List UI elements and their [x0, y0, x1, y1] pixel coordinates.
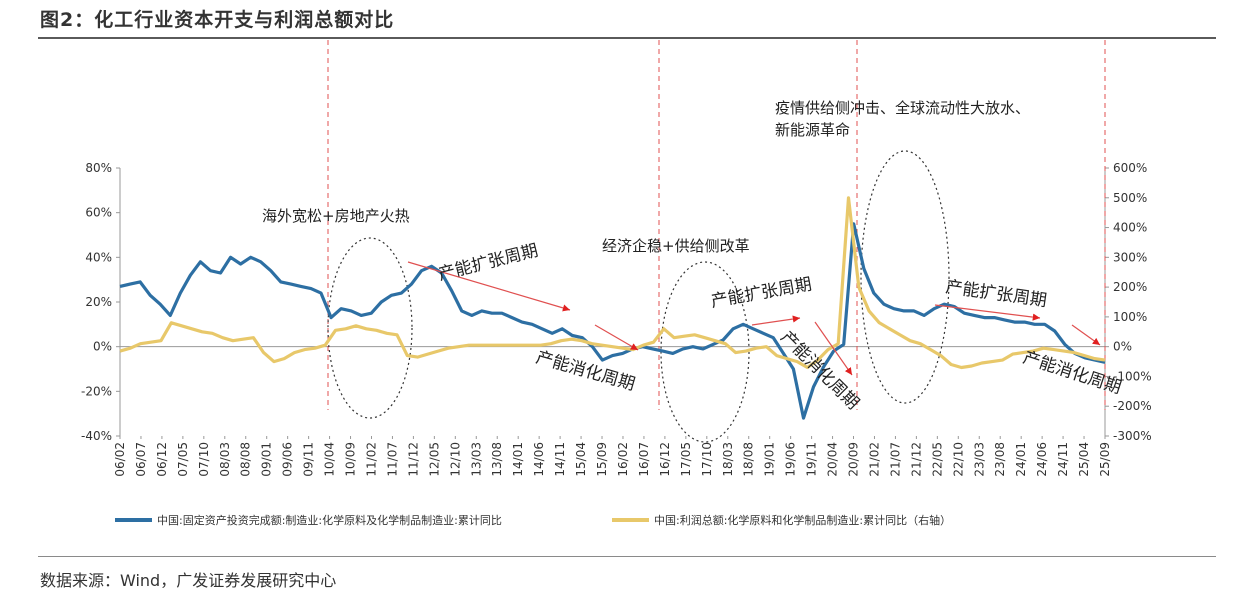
trend-arrow [814, 321, 853, 376]
x-tick-label: 21/07 [888, 442, 902, 477]
annotation-digestion-cycle-3: 产能消化周期 [1020, 348, 1123, 399]
legend-profit-label: 中国:利润总额:化学原料和化学制品制造业:累计同比（右轴） [654, 513, 951, 527]
x-tick-label: 21/02 [867, 442, 881, 477]
x-tick-label: 24/06 [1035, 442, 1049, 477]
trend-arrow [1071, 324, 1101, 346]
title-rule [38, 37, 1216, 39]
profit-series-line [119, 196, 1106, 370]
left-tick-label: 20% [85, 295, 112, 309]
trend-arrow [407, 261, 571, 312]
left-tick-label: 60% [85, 206, 112, 220]
right-tick-label: 500% [1113, 191, 1147, 205]
annotation-expansion-cycle-3: 产能扩张周期 [944, 277, 1048, 311]
x-tick-label: 24/01 [1014, 442, 1028, 477]
x-tick-label: 06/02 [113, 442, 127, 477]
right-tick-label: 300% [1113, 250, 1147, 264]
x-tick-label: 19/06 [784, 442, 798, 477]
left-tick-label: 0% [93, 340, 112, 354]
x-tick-label: 13/08 [490, 442, 504, 477]
x-tick-label: 15/04 [574, 442, 588, 477]
x-tick-label: 15/09 [595, 442, 609, 477]
x-tick-label: 08/03 [218, 442, 232, 477]
x-tick-label: 07/05 [176, 442, 190, 477]
x-tick-label: 18/08 [742, 442, 756, 477]
highlight-ellipse [860, 150, 950, 404]
right-tick-label: -100% [1113, 369, 1152, 383]
x-tick-label: 24/11 [1056, 442, 1070, 477]
right-tick-label: -200% [1113, 399, 1152, 413]
x-tick-label: 21/12 [909, 442, 923, 477]
x-tick-label: 23/03 [972, 442, 986, 477]
x-tick-label: 14/01 [511, 442, 525, 477]
annotation-stabilization-reform: 经济企稳+供给侧改革 [602, 237, 750, 255]
annotation-pandemic-shock: 疫情供给侧冲击、全球流动性大放水、 [775, 99, 1030, 117]
annotation-new-energy: 新能源革命 [775, 121, 850, 139]
x-tick-label: 09/11 [302, 442, 316, 477]
x-tick-label: 13/03 [469, 442, 483, 477]
left-tick-label: 80% [85, 161, 112, 175]
x-tick-label: 25/09 [1098, 442, 1112, 477]
right-tick-label: 100% [1113, 310, 1147, 324]
x-tick-label: 19/01 [763, 442, 777, 477]
annotation-overseas-easing: 海外宽松+房地产火热 [262, 207, 410, 225]
trend-arrow [594, 324, 639, 351]
right-tick-label: 600% [1113, 161, 1147, 175]
x-tick-label: 11/07 [385, 442, 399, 477]
x-tick-label: 06/12 [155, 442, 169, 477]
x-tick-label: 12/05 [427, 442, 441, 477]
left-tick-label: -40% [81, 429, 112, 443]
x-tick-label: 10/09 [344, 442, 358, 477]
x-tick-label: 20/09 [847, 442, 861, 477]
legend-capex-label: 中国:固定资产投资完成额:制造业:化学原料及化学制品制造业:累计同比 [157, 513, 502, 527]
x-tick-label: 08/08 [239, 442, 253, 477]
x-tick-label: 07/10 [197, 442, 211, 477]
x-tick-label: 16/12 [658, 442, 672, 477]
x-tick-label: 10/04 [323, 442, 337, 477]
right-tick-label: 200% [1113, 280, 1147, 294]
highlight-ellipse [327, 237, 413, 419]
x-tick-label: 16/02 [616, 442, 630, 477]
x-tick-label: 14/11 [553, 442, 567, 477]
source-note: 数据来源：Wind，广发证券发展研究中心 [40, 571, 337, 590]
x-tick-label: 18/03 [721, 442, 735, 477]
x-tick-label: 06/07 [134, 442, 148, 477]
chart: 80% 60% 40% 20% 0% -20% -40% 600% 500% 400% 300% 20… [81, 40, 1152, 527]
x-tick-label: 09/06 [281, 442, 295, 477]
annotation-digestion-cycle-2: 产能消化周期 [776, 327, 862, 413]
right-tick-label: -300% [1113, 429, 1152, 443]
x-tick-label: 16/07 [637, 442, 651, 477]
left-tick-label: 40% [85, 250, 112, 264]
footer-rule [38, 556, 1216, 557]
x-tick-label: 19/11 [805, 442, 819, 477]
figure-title: 图2：化工行业资本开支与利润总额对比 [40, 9, 395, 31]
left-tick-label: -20% [81, 384, 112, 398]
x-tick-label: 11/02 [364, 442, 378, 477]
trend-arrow [934, 304, 1041, 321]
x-tick-label: 17/05 [679, 442, 693, 477]
trend-arrow [751, 315, 801, 326]
x-tick-label: 23/08 [993, 442, 1007, 477]
x-tick-label: 12/10 [448, 442, 462, 477]
x-tick-label: 09/01 [260, 442, 274, 477]
annotation-expansion-cycle-2: 产能扩张周期 [709, 275, 813, 312]
x-tick-label: 20/04 [826, 442, 840, 477]
right-tick-label: 0% [1113, 340, 1132, 354]
x-tick-label: 14/06 [532, 442, 546, 477]
right-tick-label: 400% [1113, 221, 1147, 235]
x-tick-label: 25/04 [1077, 442, 1091, 477]
x-tick-label: 11/12 [406, 442, 420, 477]
x-tick-label: 17/10 [700, 442, 714, 477]
x-tick-label: 22/05 [930, 442, 944, 477]
annotation-expansion-cycle-1: 产能扩张周期 [436, 241, 540, 285]
x-tick-label: 22/10 [951, 442, 965, 477]
